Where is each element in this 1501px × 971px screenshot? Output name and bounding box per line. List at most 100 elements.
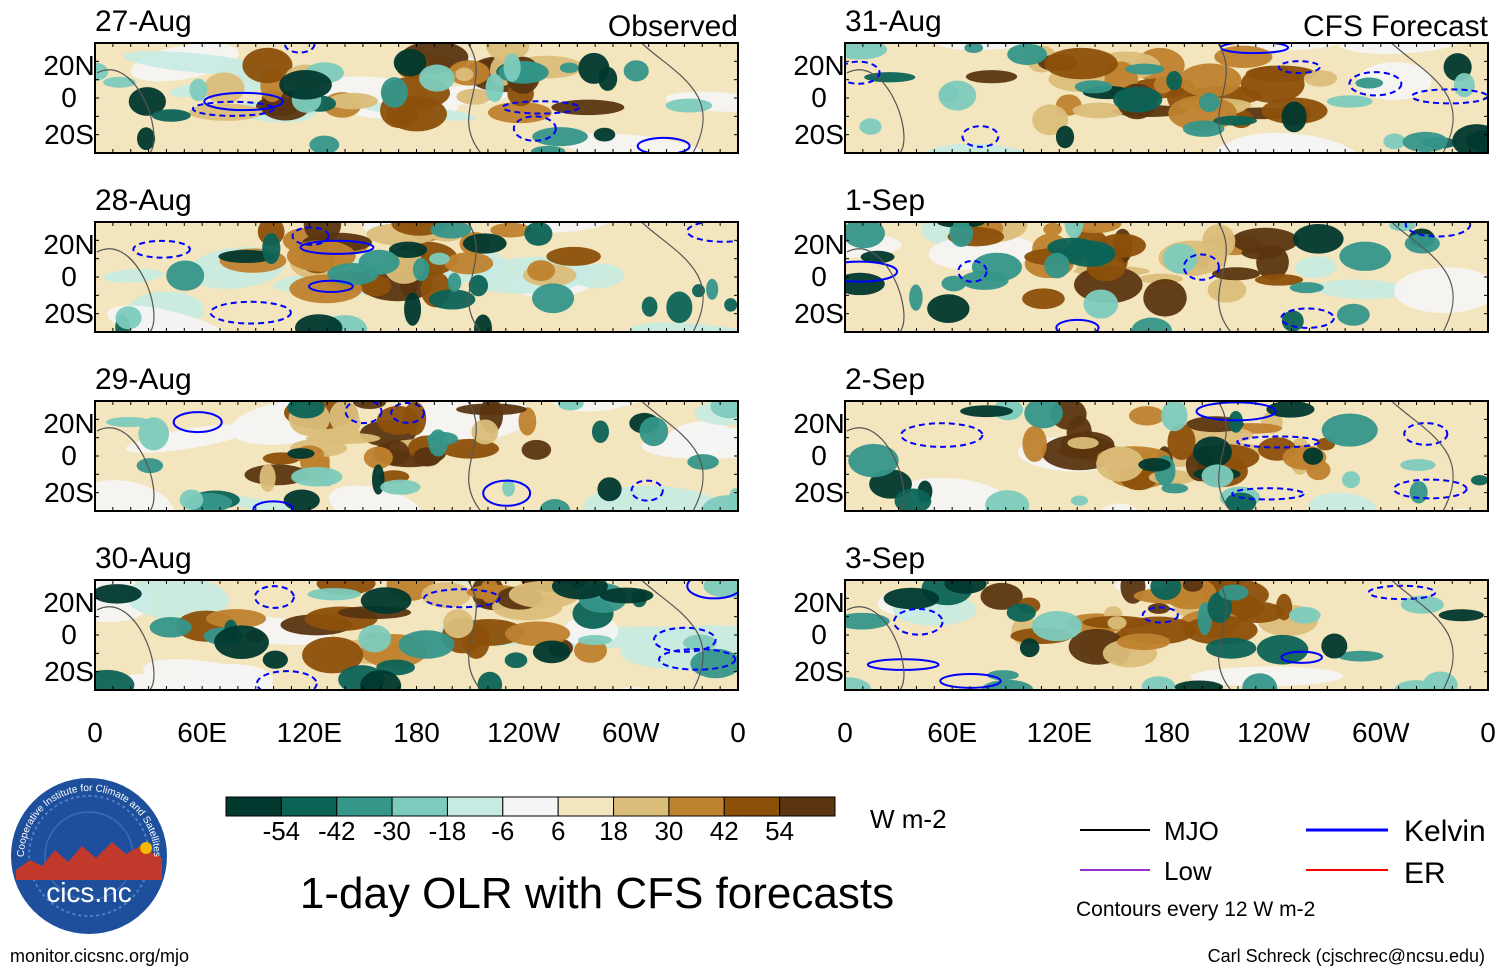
logo-mountains <box>16 842 162 880</box>
anomaly-blob-negative <box>703 580 738 598</box>
anomaly-blob-positive <box>1107 616 1127 630</box>
anomaly-blob-negative <box>398 630 455 659</box>
anomaly-blob-negative <box>1161 401 1188 432</box>
anomaly-blob <box>279 512 359 566</box>
anomaly-blob-negative <box>864 72 916 83</box>
latitude-tick-label: 0 <box>811 440 827 471</box>
legend-label-mjo: MJO <box>1164 816 1219 846</box>
anomaly-blob <box>1015 177 1168 209</box>
anomaly-blob-positive <box>1072 102 1127 119</box>
anomaly-blob-positive <box>965 70 1018 84</box>
anomaly-blob-negative <box>307 588 361 601</box>
anomaly-blob <box>1336 521 1460 562</box>
latitude-tick-label: 20S <box>794 119 844 150</box>
panel-date-label: 3-Sep <box>845 542 925 575</box>
longitude-tick-label: 0 <box>1480 717 1496 748</box>
panel-grid: 27-Aug20N020S28-Aug20N020S29-Aug20N020S3… <box>43 5 1489 691</box>
anomaly-blob-negative <box>1161 483 1189 494</box>
kelvin-contour <box>686 580 738 600</box>
anomaly-blob-negative <box>1289 282 1324 294</box>
kelvin-contour <box>845 260 899 283</box>
anomaly-blob-positive <box>504 621 571 647</box>
latitude-tick-label: 20N <box>43 408 94 439</box>
latitude-tick-label: 20N <box>43 587 94 618</box>
anomaly-blob-negative <box>412 257 430 282</box>
coastline <box>846 427 905 511</box>
anomaly-blob-negative <box>447 272 462 292</box>
anomaly-blob <box>1152 527 1213 575</box>
anomaly-blob-negative <box>1166 70 1183 91</box>
anomaly-blob-negative <box>539 499 571 511</box>
anomaly-blob-negative <box>1256 634 1309 665</box>
kelvin-contour <box>253 585 295 609</box>
anomaly-blob-negative <box>1438 609 1484 622</box>
kelvin-contour <box>900 422 984 448</box>
olr-anomaly-field <box>845 401 1488 511</box>
anomaly-blob-negative <box>287 401 325 419</box>
anomaly-blob-negative <box>845 677 871 690</box>
anomaly-blob <box>418 165 534 222</box>
kelvin-contour <box>512 115 557 142</box>
kelvin-contour <box>1280 650 1323 664</box>
anomaly-blob-negative <box>687 454 719 470</box>
coastline <box>96 69 155 153</box>
anomaly-blob-positive <box>1178 63 1242 98</box>
kelvin-contour <box>255 670 318 690</box>
colorbar-tick-label: -6 <box>491 816 514 846</box>
anomaly-blob-negative <box>179 489 204 510</box>
anomaly-blob-negative <box>462 233 507 254</box>
kelvin-contour <box>284 43 316 54</box>
kelvin-contour <box>1280 307 1335 329</box>
anomaly-blob-negative <box>1470 475 1488 486</box>
latitude-tick-label: 20N <box>793 229 844 260</box>
anomaly-blob <box>1308 492 1376 511</box>
anomaly-blob-negative <box>883 587 940 610</box>
anomaly-blob-positive <box>1128 406 1165 426</box>
cics-logo: cics.nc Cooperative Institute for Climat… <box>11 778 167 934</box>
kelvin-contour <box>1236 435 1321 449</box>
anomaly-blob-negative <box>1242 673 1278 690</box>
kelvin-contour <box>658 648 737 671</box>
anomaly-blob-negative <box>1198 92 1220 113</box>
anomaly-blob-negative <box>404 292 422 326</box>
coastline <box>1217 401 1232 511</box>
anomaly-blob-positive <box>546 246 601 266</box>
anomaly-blob-negative <box>710 401 738 419</box>
anomaly-blob-negative <box>530 145 566 153</box>
latitude-tick-label: 0 <box>811 82 827 113</box>
colorbar-tick-label: 54 <box>765 816 794 846</box>
anomaly-blob-negative <box>894 488 932 511</box>
anomaly-blob-positive <box>980 582 1023 610</box>
anomaly-blob-positive <box>456 88 492 105</box>
kelvin-contour <box>1055 318 1100 332</box>
anomaly-blob-negative <box>474 314 493 332</box>
anomaly-blob-positive <box>1096 446 1144 482</box>
figure-title: 1-day OLR with CFS forecasts <box>300 869 894 918</box>
anomaly-blob-negative <box>859 118 882 135</box>
anomaly-blob <box>194 338 294 393</box>
kelvin-contour <box>299 239 375 255</box>
longitude-tick-label: 60W <box>602 717 660 748</box>
anomaly-blob-negative <box>214 625 269 659</box>
anomaly-blob-negative <box>503 53 521 82</box>
kelvin-contour <box>652 626 717 653</box>
coastline <box>1217 580 1232 690</box>
latitude-tick-label: 20S <box>794 477 844 508</box>
anomaly-blob-negative <box>430 222 472 239</box>
anomaly-blob-negative <box>380 77 408 108</box>
anomaly-blob-positive <box>303 222 342 243</box>
anomaly-blob-negative <box>1064 222 1084 239</box>
anomaly-blob-negative <box>1400 459 1436 471</box>
anomaly-blob-negative <box>938 80 977 111</box>
anomaly-blob-negative <box>531 283 575 314</box>
anomaly-blob-negative <box>690 648 738 679</box>
colorbar-swatch <box>668 796 725 817</box>
kelvin-contour <box>893 608 944 636</box>
olr-anomaly-field <box>845 222 1488 332</box>
panel-date-label: 1-Sep <box>845 184 925 217</box>
anomaly-blob-negative <box>1019 638 1040 658</box>
